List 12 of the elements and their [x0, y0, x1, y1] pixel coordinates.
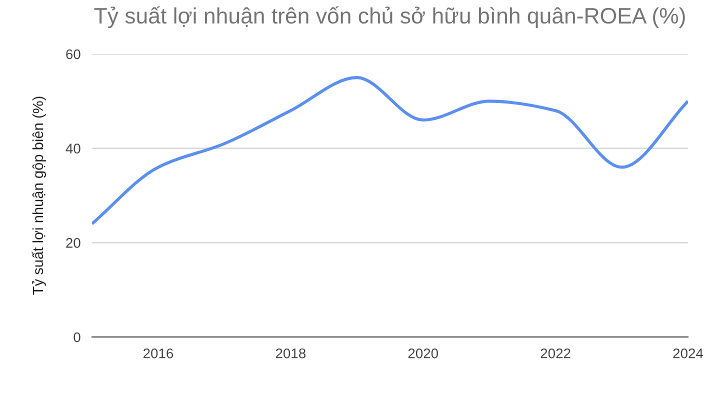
chart-title: Tỷ suất lợi nhuận trên vốn chủ sở hữu bình quân-ROEA (%) — [94, 6, 685, 28]
x-tick-label: 2016 — [143, 348, 174, 358]
line-series — [92, 76, 688, 226]
y-axis-title: Tỷ suất lợi nhuận gộp biên (%) — [32, 96, 46, 295]
y-tick-label: 0 — [74, 332, 80, 342]
x-tick-label: 2024 — [673, 348, 704, 358]
y-tick-label: 60 — [66, 49, 80, 60]
x-tick-label: 2018 — [276, 348, 306, 358]
y-tick-label: 40 — [66, 144, 80, 154]
y-tick-label: 20 — [66, 238, 80, 248]
x-tick-label: 2022 — [540, 348, 570, 358]
x-tick-label: 2020 — [408, 348, 438, 358]
